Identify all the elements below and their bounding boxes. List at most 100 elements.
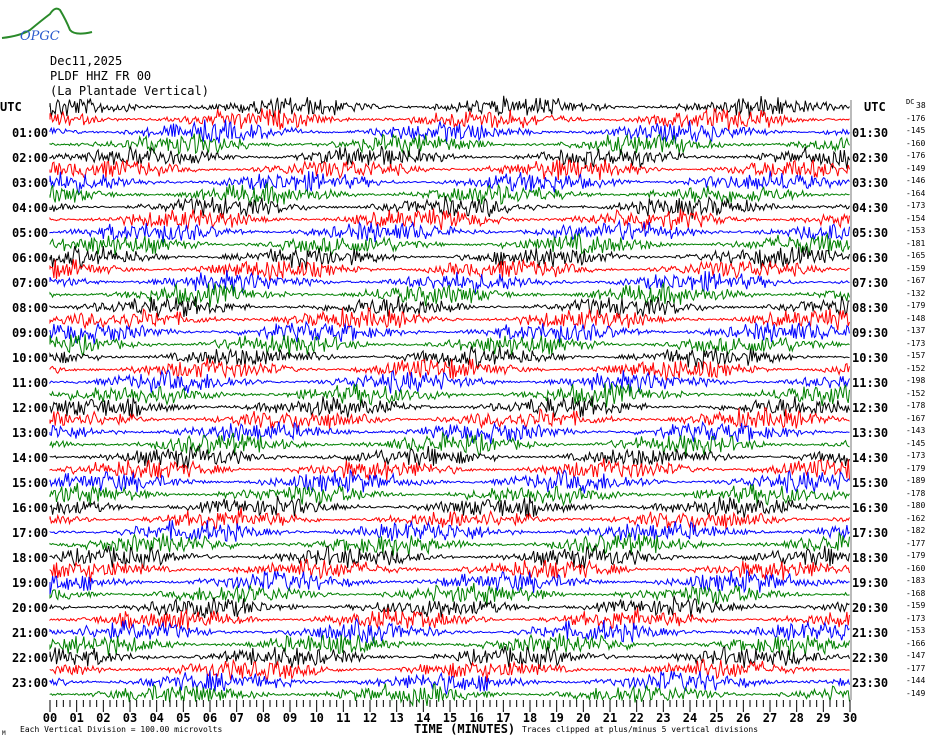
dc-offset: -159 — [906, 601, 926, 610]
right-utc-title: UTC — [864, 100, 886, 114]
dc-offset: -146 — [906, 176, 926, 185]
dc-offset: -179 — [906, 301, 926, 310]
x-tick-label: 08 — [256, 711, 270, 725]
dc-offset: -173 — [906, 613, 926, 623]
right-hour-label: 11:30 — [852, 376, 889, 390]
left-hour-label: 11:00 — [12, 376, 49, 390]
trace — [49, 407, 850, 432]
trace — [49, 617, 850, 644]
dc-offset: -137 — [906, 326, 926, 335]
left-hour-label: 14:00 — [12, 451, 49, 465]
x-tick-label: 16 — [469, 711, 483, 725]
trace — [49, 320, 850, 345]
corner-mark: M — [2, 730, 6, 737]
trace — [49, 531, 850, 557]
dc-offset: -183 — [906, 576, 926, 585]
right-hour-label: 14:30 — [852, 451, 889, 465]
trace — [49, 558, 850, 582]
dc-offset: -143 — [906, 426, 926, 435]
x-tick-label: 02 — [96, 711, 110, 725]
x-tick-label: 23 — [656, 711, 670, 725]
trace — [49, 682, 850, 708]
dc-offset: -179 — [906, 551, 926, 560]
right-hour-label: 10:30 — [852, 351, 889, 365]
trace — [49, 445, 850, 469]
right-hour-label: 18:30 — [852, 551, 889, 565]
dc-offset: -179 — [906, 463, 926, 473]
left-hour-label: 02:00 — [12, 151, 49, 165]
left-hour-label: 09:00 — [12, 326, 49, 340]
x-tick-label: 30 — [843, 711, 857, 725]
trace — [49, 420, 850, 445]
right-hour-label: 21:30 — [852, 626, 889, 640]
dc-offset: -189 — [906, 476, 926, 485]
x-tick-label: 00 — [43, 711, 57, 725]
x-tick-label: 15 — [443, 711, 457, 725]
dc-offset: -157 — [906, 351, 926, 360]
dc-offset: -177 — [906, 663, 926, 673]
trace — [49, 95, 850, 119]
trace — [49, 568, 850, 595]
dc-offset: -177 — [906, 538, 926, 548]
dc-offset: -181 — [906, 238, 926, 248]
clip-note: Traces clipped at plus/minus 5 vertical … — [522, 725, 759, 734]
x-tick-label: 10 — [309, 711, 323, 725]
x-tick-label: 12 — [363, 711, 377, 725]
right-hour-label: 03:30 — [852, 176, 889, 190]
x-tick-label: 29 — [816, 711, 830, 725]
right-hour-label: 01:30 — [852, 126, 889, 140]
trace — [49, 507, 850, 532]
right-hour-label: 06:30 — [852, 251, 889, 265]
dc-offset: -167 — [906, 276, 926, 285]
right-hour-label: 15:30 — [852, 476, 889, 490]
left-hour-label: 04:00 — [12, 201, 49, 215]
x-tick-label: 07 — [229, 711, 243, 725]
left-hour-label: 17:00 — [12, 526, 49, 540]
left-hour-label: 22:00 — [12, 651, 49, 665]
trace — [49, 334, 850, 357]
x-tick-label: 13 — [389, 711, 403, 725]
x-axis-title: TIME (MINUTES) — [414, 722, 516, 736]
trace — [49, 495, 850, 519]
dc-offset: -149 — [906, 688, 926, 698]
trace — [49, 670, 850, 695]
trace — [49, 633, 850, 657]
left-hour-label: 21:00 — [12, 626, 49, 640]
trace — [49, 108, 850, 131]
x-axis: 00 01 02 03 04 05 06 07 08 09 10 11 12 13 14 15 16 17 18 19… — [43, 700, 857, 725]
right-hour-label: 08:30 — [852, 301, 889, 315]
right-hour-label: 02:30 — [852, 151, 889, 165]
trace — [49, 208, 850, 231]
x-tick-label: 24 — [683, 711, 697, 725]
trace — [49, 181, 850, 206]
x-tick-label: 04 — [149, 711, 163, 725]
scale-note: Each Vertical Division = 100.00 microvol… — [20, 725, 223, 734]
dc-offset: -132 — [906, 288, 926, 298]
dc-offset: -166 — [906, 638, 926, 648]
left-hour-label: 06:00 — [12, 251, 49, 265]
dc-label: DC — [906, 98, 915, 106]
dc-offset: -173 — [906, 201, 926, 210]
dc-offset: -149 — [906, 163, 926, 173]
trace — [49, 281, 850, 308]
x-tick-label: 01 — [69, 711, 83, 725]
x-tick-label: 26 — [736, 711, 750, 725]
x-tick-label: 27 — [763, 711, 777, 725]
trace — [49, 345, 850, 370]
right-hour-label: 12:30 — [852, 401, 889, 415]
trace — [49, 246, 850, 270]
trace — [49, 607, 850, 630]
trace — [49, 296, 850, 320]
x-tick-label: 09 — [283, 711, 297, 725]
trace — [49, 170, 850, 195]
x-tick-label: 14 — [416, 711, 430, 725]
x-tick-label: 28 — [789, 711, 803, 725]
dc-offset: -168 — [906, 588, 926, 598]
trace — [49, 431, 850, 458]
dc-offset: -182 — [906, 526, 926, 535]
x-tick-label: 25 — [709, 711, 723, 725]
trace — [49, 232, 850, 257]
trace — [49, 307, 850, 331]
